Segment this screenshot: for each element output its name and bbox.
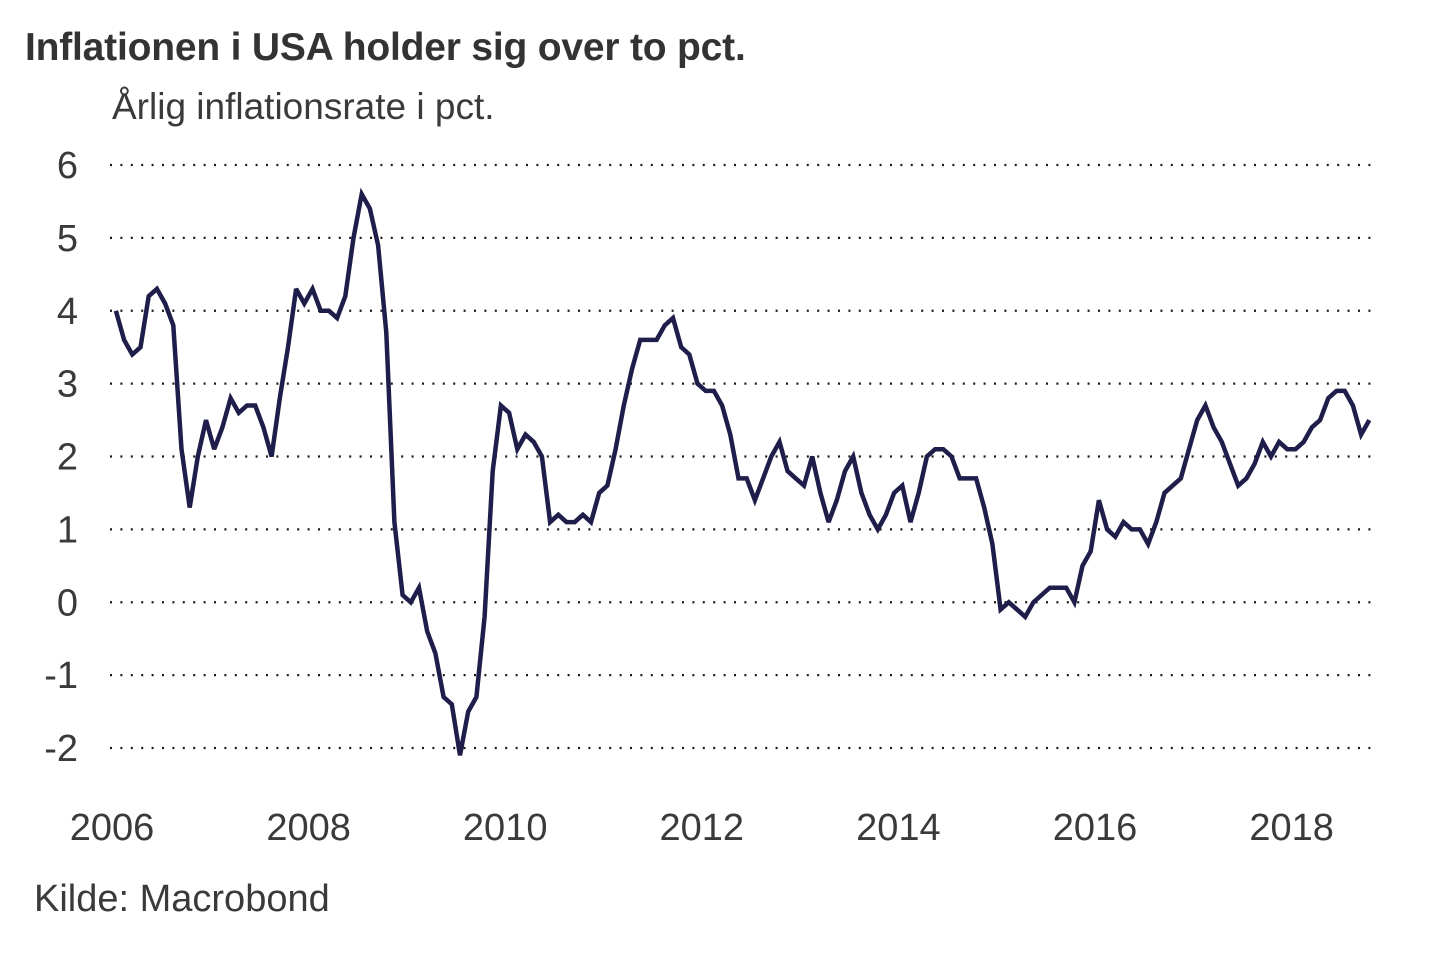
chart-title: Inflationen i USA holder sig over to pct…: [25, 26, 746, 69]
y-tick-label: 0: [57, 582, 78, 624]
series-line: [113, 187, 1372, 756]
y-tick-label: 3: [57, 364, 78, 406]
y-tick-label: 2: [57, 437, 78, 479]
x-tick-label: 2018: [1249, 807, 1334, 849]
x-tick-label: 2014: [856, 807, 941, 849]
y-tick-label: 6: [57, 145, 78, 187]
source-note: Kilde: Macrobond: [34, 878, 330, 920]
y-axis-ticks: 6 5 4 3 2 1 0 -1 -2: [44, 145, 78, 770]
y-tick-label: 1: [57, 509, 78, 551]
x-tick-label: 2012: [660, 807, 745, 849]
y-tick-label: 5: [57, 218, 78, 260]
x-tick-label: 2006: [70, 807, 155, 849]
x-tick-label: 2016: [1053, 807, 1138, 849]
x-tick-label: 2008: [266, 807, 351, 849]
y-tick-label: -1: [44, 655, 78, 697]
x-axis-ticks: 2006 2008 2010 2012 2014 2016 2018: [70, 807, 1334, 849]
series-group: [113, 187, 1372, 756]
y-tick-label: -2: [44, 728, 78, 770]
x-tick-label: 2010: [463, 807, 548, 849]
y-tick-label: 4: [57, 291, 78, 333]
chart-subtitle: Årlig inflationsrate i pct.: [112, 86, 495, 127]
